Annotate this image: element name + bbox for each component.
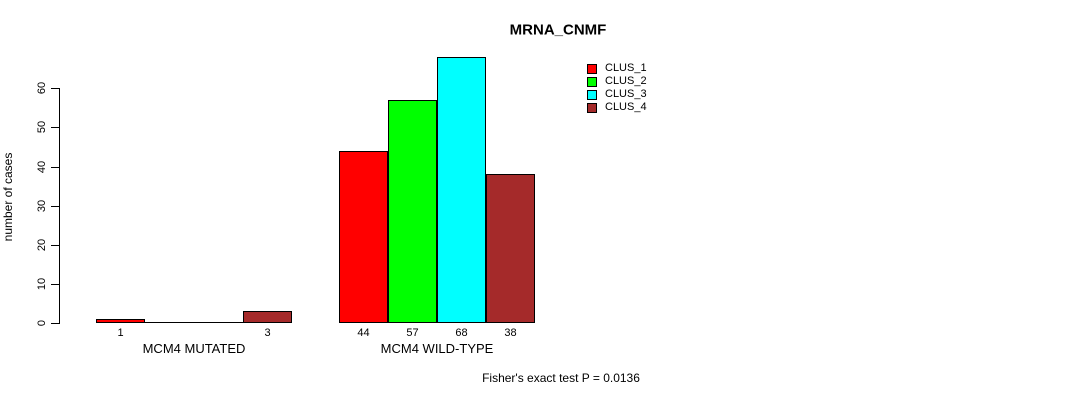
legend-item-clus-2: CLUS_2 — [587, 75, 647, 88]
bar-clus-2-mcm4-wild-type — [388, 100, 437, 323]
legend-item-clus-3: CLUS_3 — [587, 88, 647, 101]
bar-value-label: 68 — [455, 327, 468, 339]
legend-item-clus-1: CLUS_1 — [587, 62, 647, 75]
y-axis-label: number of cases — [1, 152, 15, 242]
chart-title: MRNA_CNMF — [509, 21, 607, 39]
y-tick — [51, 245, 59, 246]
y-tick-label: 50 — [36, 120, 48, 134]
y-tick — [51, 167, 59, 168]
y-axis — [59, 88, 60, 324]
legend-swatch-clus-3 — [587, 89, 597, 100]
bar-clus-4-mcm4-mutated — [243, 311, 292, 323]
y-tick — [51, 206, 59, 207]
y-tick — [51, 127, 59, 128]
legend-swatch-clus-2 — [587, 76, 597, 87]
y-tick-label: 60 — [36, 81, 48, 95]
y-tick — [51, 323, 59, 324]
bar-value-label: 38 — [504, 327, 517, 339]
legend-label: CLUS_3 — [605, 88, 647, 100]
group-label-mcm4-wild-type: MCM4 WILD-TYPE — [380, 341, 494, 356]
y-tick-label: 10 — [36, 277, 48, 291]
stat-test-caption: Fisher's exact test P = 0.0136 — [482, 371, 640, 385]
bar-clus-3-mcm4-wild-type — [437, 57, 486, 323]
legend-swatch-clus-4 — [587, 102, 597, 113]
legend-label: CLUS_4 — [605, 101, 647, 113]
legend-item-clus-4: CLUS_4 — [587, 101, 647, 114]
bar-value-label: 44 — [357, 327, 370, 339]
bar-clus-4-mcm4-wild-type — [486, 174, 535, 323]
bar-value-label: 3 — [264, 327, 271, 339]
group-baseline — [96, 322, 292, 323]
legend-label: CLUS_2 — [605, 75, 647, 87]
y-tick-label: 20 — [36, 238, 48, 252]
y-tick — [51, 284, 59, 285]
legend-label: CLUS_1 — [605, 62, 647, 74]
y-tick — [51, 88, 59, 89]
bar-clus-1-mcm4-mutated — [96, 319, 145, 323]
legend-swatch-clus-1 — [587, 63, 597, 74]
bar-value-label: 1 — [117, 327, 124, 339]
y-tick-label: 0 — [36, 319, 48, 327]
legend: CLUS_1 CLUS_2 CLUS_3 CLUS_4 — [587, 62, 647, 114]
y-tick-label: 40 — [36, 160, 48, 174]
bar-clus-1-mcm4-wild-type — [339, 151, 388, 323]
bar-value-label: 57 — [406, 327, 419, 339]
y-tick-label: 30 — [36, 199, 48, 213]
group-label-mcm4-mutated: MCM4 MUTATED — [142, 341, 246, 356]
